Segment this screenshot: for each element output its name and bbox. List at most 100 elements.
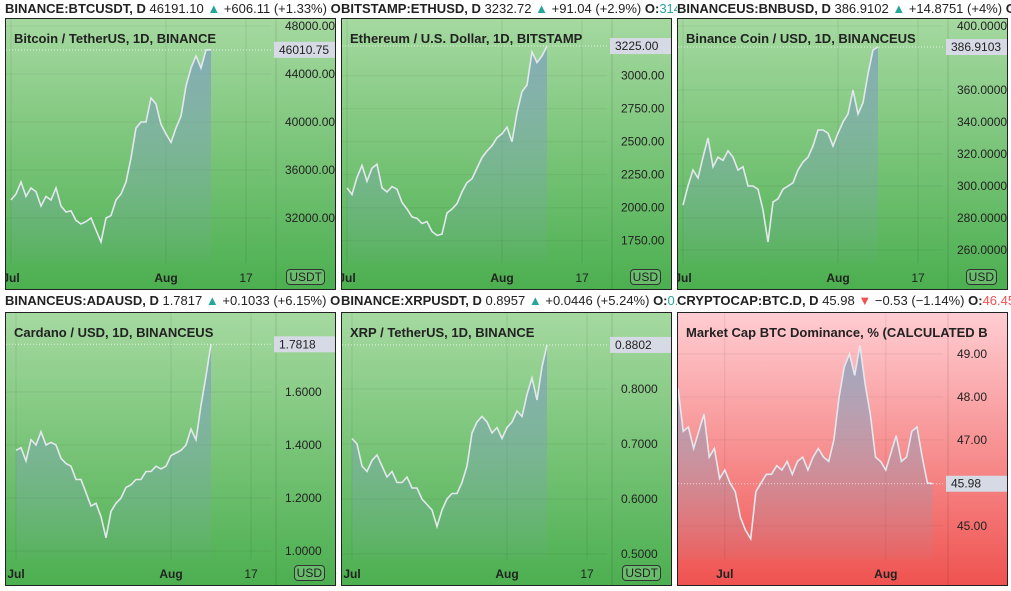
- last-price-label-bg: [274, 336, 335, 353]
- y-tick-label: 2750.00: [621, 102, 665, 116]
- last-price-label-bg: [610, 38, 671, 55]
- open-label: O:: [644, 1, 660, 16]
- price-change: +0.1033 (+6.15%): [222, 293, 327, 308]
- chart-panel[interactable]: 49.00 48.00 47.00 45.00 Jul Aug 45.98 Market Ca…: [677, 312, 1008, 586]
- y-tick-label: 340.0000: [957, 115, 1007, 129]
- last-price: 386.9102: [834, 1, 889, 16]
- price-change: +0.0446 (+5.24%): [545, 293, 650, 308]
- chart-canvas[interactable]: 49.00 48.00 47.00 45.00 Jul Aug 45.98: [678, 313, 1008, 586]
- x-tick-label: Jul: [342, 271, 356, 285]
- y-tick-label: 0.8000: [621, 382, 658, 396]
- x-tick-label: 17: [244, 567, 258, 581]
- y-tick-label: 0.6000: [621, 492, 658, 506]
- y-tick-label: 320.0000: [957, 147, 1007, 161]
- chart-panel[interactable]: 48000.00 44000.00 40000.00 36000.00 32000.00…: [5, 18, 336, 290]
- chart-canvas[interactable]: 48000.00 44000.00 40000.00 36000.00 32000.00…: [6, 19, 336, 290]
- y-tick-label: 1.2000: [285, 491, 322, 505]
- price-change: +606.11 (+1.33%): [223, 1, 327, 16]
- symbol-name: BINANCE:BTCUSDT, D: [5, 1, 146, 16]
- x-tick-label: Jul: [678, 271, 692, 285]
- currency-badge[interactable]: USD: [965, 269, 997, 285]
- x-tick-label: 17: [580, 567, 594, 581]
- price-area: [678, 345, 933, 559]
- y-tick-label: 0.7000: [621, 437, 658, 451]
- x-tick-label: Jul: [7, 567, 24, 581]
- last-price-label: 3225.00: [615, 39, 659, 53]
- y-tick-label: 32000.00: [285, 211, 335, 225]
- price-line: [15, 344, 212, 538]
- open-label: O:: [653, 293, 668, 308]
- open-value: 46.45: [982, 293, 1011, 308]
- y-tick-label: 48000.00: [285, 19, 335, 33]
- triangle-up-icon: ▲: [892, 1, 906, 16]
- currency-badge[interactable]: USD: [629, 269, 661, 285]
- currency-badge[interactable]: USD: [293, 565, 325, 581]
- chart-canvas[interactable]: 3000.00 2750.00 2500.00 2250.00 2000.00 1750.…: [342, 19, 672, 290]
- chart-title: XRP / TetherUS, 1D, BINANCE: [350, 325, 535, 340]
- symbol-name: BINANCEUS:BNBUSD, D: [677, 1, 831, 16]
- chart-title: Ethereum / U.S. Dollar, 1D, BITSTAMP: [350, 31, 583, 46]
- x-tick-label: Aug: [490, 271, 513, 285]
- y-tick-label: 44000.00: [285, 67, 335, 81]
- last-price: 1.7817: [162, 293, 203, 308]
- symbol-header[interactable]: BINANCEUS:ADAUSD, D 1.7817 ▲ +0.1033 (+6…: [5, 292, 341, 310]
- chart-panel[interactable]: 1.6000 1.4000 1.2000 1.0000 Jul Aug 17 1.7818 Ca…: [5, 312, 336, 586]
- open-label: O:: [968, 293, 983, 308]
- x-tick-label: Aug: [159, 567, 182, 581]
- price-area: [683, 47, 878, 263]
- symbol-name: CRYPTOCAP:BTC.D, D: [677, 293, 819, 308]
- triangle-up-icon: ▲: [528, 293, 542, 308]
- last-price-label-bg: [946, 475, 1007, 492]
- last-price-label-bg: [274, 41, 335, 58]
- chart-panel[interactable]: 3000.00 2750.00 2500.00 2250.00 2000.00 1750.…: [341, 18, 672, 290]
- last-price-label: 386.9103: [951, 40, 1001, 54]
- open-label: O:: [1005, 1, 1011, 16]
- symbol-header[interactable]: BINANCE:BTCUSDT, D 46191.10 ▲ +606.11 (+…: [5, 0, 341, 18]
- y-tick-label: 2250.00: [621, 168, 665, 182]
- chart-title: Market Cap BTC Dominance, % (CALCULATED …: [686, 325, 988, 340]
- last-price-label: 0.8802: [615, 338, 652, 352]
- price-line: [682, 46, 879, 243]
- price-line: [678, 345, 933, 542]
- y-tick-label: 260.0000: [957, 243, 1007, 257]
- triangle-up-icon: ▲: [535, 1, 548, 16]
- symbol-header[interactable]: CRYPTOCAP:BTC.D, D 45.98 ▼ −0.53 (−1.14%…: [677, 292, 1011, 310]
- y-tick-label: 45.00: [957, 519, 987, 533]
- x-tick-label: 17: [911, 271, 925, 285]
- price-area: [11, 49, 211, 263]
- triangle-up-icon: ▲: [207, 1, 221, 16]
- y-tick-label: 49.00: [957, 347, 987, 361]
- x-tick-label: Aug: [826, 271, 849, 285]
- last-price-label: 1.7818: [279, 337, 316, 351]
- chart-canvas[interactable]: 0.8000 0.7000 0.6000 0.5000 Jul Aug 17 0.8802: [342, 313, 672, 586]
- currency-badge[interactable]: USDT: [622, 565, 661, 581]
- x-tick-label: Aug: [874, 567, 897, 581]
- y-tick-label: 2000.00: [621, 201, 665, 215]
- x-tick-label: Jul: [343, 567, 360, 581]
- price-area: [347, 46, 547, 263]
- triangle-down-icon: ▼: [858, 293, 872, 308]
- symbol-header[interactable]: BINANCEUS:BNBUSD, D 386.9102 ▲ +14.8751 …: [677, 0, 1011, 18]
- open-label: O:: [330, 1, 341, 16]
- x-tick-label: Jul: [716, 567, 733, 581]
- price-line: [10, 49, 212, 245]
- chart-panel[interactable]: 0.8000 0.7000 0.6000 0.5000 Jul Aug 17 0.8802 XR…: [341, 312, 672, 586]
- last-price-label: 45.98: [951, 477, 981, 491]
- last-price: 45.98: [822, 293, 855, 308]
- y-tick-label: 3000.00: [621, 69, 665, 83]
- chart-title: Bitcoin / TetherUS, 1D, BINANCE: [14, 31, 217, 46]
- y-tick-label: 300.0000: [957, 179, 1007, 193]
- y-tick-label: 47.00: [957, 433, 987, 447]
- price-change: +14.8751 (+4%): [908, 1, 1003, 16]
- symbol-header[interactable]: BINANCE:XRPUSDT, D 0.8957 ▲ +0.0446 (+5.…: [341, 292, 677, 310]
- y-tick-label: 400.0000: [957, 19, 1007, 33]
- last-price: 46191.10: [149, 1, 204, 16]
- chart-canvas[interactable]: 1.6000 1.4000 1.2000 1.0000 Jul Aug 17 1.7818: [6, 313, 336, 586]
- chart-panel[interactable]: 400.0000 360.0000 340.0000 320.0000 300.0000…: [677, 18, 1008, 290]
- chart-canvas[interactable]: 400.0000 360.0000 340.0000 320.0000 300.0000…: [678, 19, 1008, 290]
- symbol-header[interactable]: BITSTAMP:ETHUSD, D 3232.72 ▲ +91.04 (+2.…: [341, 0, 677, 18]
- open-value: 0.85: [667, 293, 677, 308]
- y-tick-label: 48.00: [957, 390, 987, 404]
- y-tick-label: 2500.00: [621, 135, 665, 149]
- currency-badge[interactable]: USDT: [286, 269, 325, 285]
